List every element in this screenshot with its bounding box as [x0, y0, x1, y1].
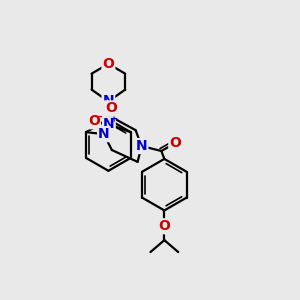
Text: O: O [103, 57, 114, 71]
Text: O: O [88, 114, 100, 128]
Text: −: − [94, 112, 104, 122]
Text: N: N [103, 94, 114, 109]
Text: N: N [98, 127, 110, 141]
Text: N: N [103, 117, 115, 131]
Text: O: O [158, 219, 170, 233]
Text: O: O [105, 101, 117, 116]
Text: +: + [110, 114, 118, 124]
Text: O: O [169, 136, 181, 150]
Text: N: N [136, 139, 147, 153]
